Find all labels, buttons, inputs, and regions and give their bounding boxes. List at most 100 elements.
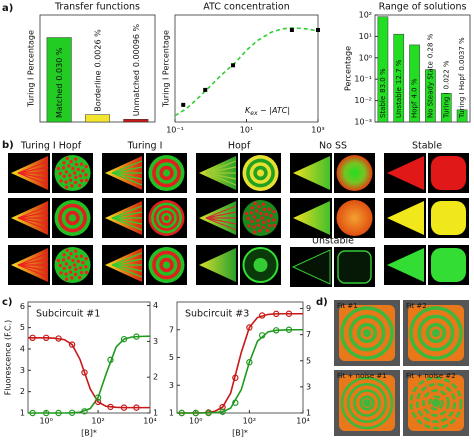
data-point: [246, 324, 253, 331]
pattern: [262, 207, 267, 212]
pattern: [293, 201, 330, 235]
pattern: [111, 172, 143, 180]
bar: [46, 37, 72, 123]
data-point: [285, 326, 293, 333]
pattern: [346, 382, 388, 424]
pattern: [78, 266, 83, 270]
pattern: [73, 272, 78, 277]
data-point: [231, 63, 236, 68]
pattern: [71, 166, 75, 171]
y-tick-label: 10²: [359, 11, 372, 20]
pattern: [62, 161, 66, 165]
fit-label: Fit + noise #2: [406, 372, 456, 380]
bar-value-label: 0.0026 %: [93, 29, 102, 68]
bar-category: Stable: [379, 96, 387, 118]
x-tick-label: 10⁰: [39, 417, 52, 426]
data-point: [107, 403, 114, 411]
data-point: [133, 333, 140, 340]
y2-tick-label: 3: [306, 382, 311, 391]
pattern: [79, 162, 84, 166]
pattern: [79, 254, 84, 258]
x-tick-label: 10⁴: [296, 417, 309, 426]
pattern: [163, 215, 170, 221]
pattern: [415, 382, 457, 424]
pattern: [17, 264, 49, 272]
pattern: [336, 155, 373, 191]
data-point: [205, 409, 212, 417]
pattern: [64, 185, 69, 189]
pattern: [387, 156, 424, 190]
fit-label: Fit + noise #1: [337, 372, 387, 380]
column-title: Stable: [412, 141, 442, 152]
data-point: [68, 409, 76, 416]
bar: [409, 44, 420, 123]
y-tick-label: 2: [20, 387, 25, 396]
pattern: [260, 216, 265, 220]
plot-frame: [174, 14, 319, 123]
data-point: [29, 334, 36, 342]
pattern: [78, 174, 83, 178]
pattern: [291, 249, 331, 285]
pattern: [340, 306, 394, 360]
pattern: [17, 172, 49, 180]
data-point: [272, 310, 280, 318]
bar-label: Matched 0.030 %: [55, 47, 64, 118]
pattern: [64, 277, 69, 281]
pattern: [77, 275, 82, 280]
pattern: [56, 166, 61, 171]
pattern: [428, 395, 444, 411]
chart-title: Subcircuit #1: [36, 309, 100, 320]
y-tick-label: 1: [169, 409, 174, 418]
y-tick-label: 5: [169, 353, 174, 362]
pattern: [272, 218, 276, 222]
panel-d-thumbnails: Fit #1 Fit #2 Fit + noise #1 Fit + noise #2: [334, 300, 469, 436]
y-tick-label: 10⁰: [359, 53, 372, 62]
y-tick-label: 6: [20, 302, 25, 311]
pattern: [264, 212, 268, 217]
bar-category: Turing I Hopf: [458, 73, 466, 119]
pattern: [253, 201, 257, 206]
pattern: [246, 216, 250, 221]
column-title: Turing I: [127, 141, 163, 152]
pattern: [111, 160, 143, 174]
pattern: [67, 164, 71, 168]
pattern: [74, 175, 78, 180]
pattern: [62, 266, 66, 271]
column-title: No SS: [319, 141, 347, 152]
y-tick-label: 5: [20, 323, 25, 332]
pattern: [417, 314, 455, 352]
pattern: [293, 156, 330, 190]
y-tick-label: 10⁻¹: [354, 75, 372, 84]
pattern: [71, 258, 75, 263]
data-point: [107, 356, 114, 364]
data-point: [42, 334, 50, 342]
data-point: [29, 409, 36, 417]
bar-category: Hopf: [411, 101, 419, 118]
pattern: [256, 169, 265, 177]
pattern: [431, 248, 466, 282]
bar-value-label: 83.0 %: [379, 68, 387, 93]
pattern: [252, 225, 256, 229]
pattern: [111, 217, 143, 231]
pattern: [64, 180, 68, 184]
data-point: [203, 87, 208, 92]
pattern: [111, 205, 143, 219]
y2-tick-label: 4: [153, 301, 158, 310]
pattern: [17, 166, 49, 174]
annotation-part: ex: [250, 110, 258, 117]
pattern: [363, 399, 371, 407]
pattern: [199, 248, 236, 282]
bar: [123, 119, 149, 123]
pattern: [69, 159, 73, 164]
pattern: [353, 389, 381, 417]
x-tick-label: 10⁻¹: [166, 126, 184, 135]
pattern: [68, 270, 73, 274]
data-point: [81, 408, 88, 415]
pattern: [340, 376, 394, 430]
bar: [393, 33, 405, 123]
data-point: [219, 408, 226, 415]
pattern: [61, 258, 66, 262]
pattern: [409, 306, 463, 360]
data-point: [289, 27, 294, 32]
